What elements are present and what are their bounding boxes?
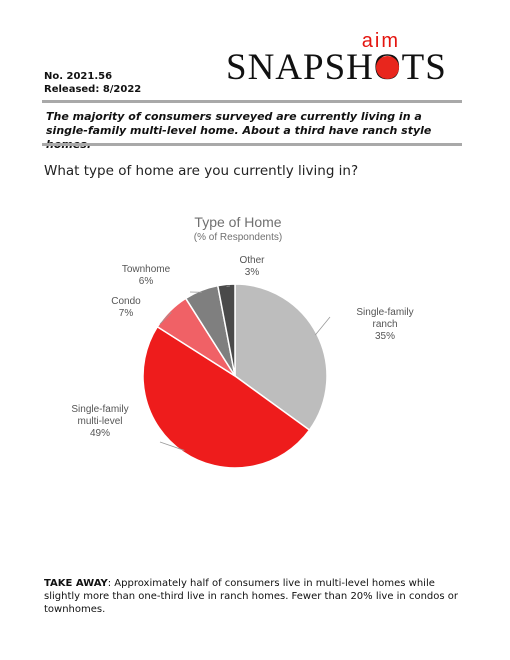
chart-title: Type of Home: [194, 214, 281, 230]
leader-line: [159, 441, 185, 451]
slice-label: Condo 7%: [111, 296, 141, 319]
slice-label: Townhome 6%: [122, 264, 171, 287]
logo-aim-text: aim: [361, 30, 400, 52]
chart-subtitle: (% of Respondents): [194, 232, 282, 243]
release-date: Released: 8/2022: [44, 84, 142, 95]
leader-line: [314, 316, 331, 336]
top-divider: [42, 100, 462, 103]
aim-snapshots-logo: aim SNAPSHOTS: [226, 30, 446, 94]
survey-question: What type of home are you currently livi…: [44, 163, 359, 179]
slice-label: Other 3%: [239, 255, 265, 278]
slice-label: Single-family multi-level 49%: [71, 404, 128, 439]
takeaway-label: TAKE AWAY: [44, 578, 108, 589]
pie-slice: [234, 283, 328, 432]
logo-red-dot: [376, 56, 399, 79]
headline-divider: [42, 143, 462, 146]
pie-slice: [142, 325, 311, 469]
logo-snapshots-text: SNAPSHOTS: [226, 47, 447, 88]
takeaway-text: : Approximately half of consumers live i…: [44, 578, 458, 615]
leader-line: [159, 312, 172, 325]
report-meta: No. 2021.56 Released: 8/2022: [44, 70, 141, 96]
pie-chart: Type of Home (% of Respondents) Single-f…: [71, 214, 414, 469]
slice-label: Single-family ranch 35%: [356, 307, 413, 342]
takeaway: TAKE AWAY: Approximately half of consume…: [44, 577, 474, 616]
report-number: No. 2021.56: [44, 71, 113, 82]
pie-slice: [216, 283, 236, 377]
